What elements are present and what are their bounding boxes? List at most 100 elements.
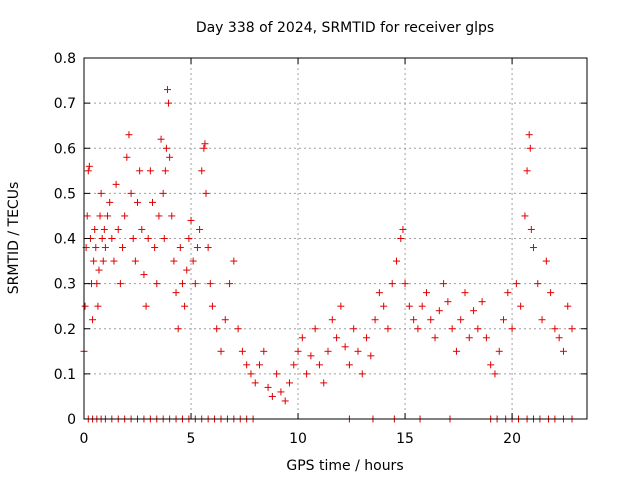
data-point bbox=[294, 347, 302, 355]
data-point bbox=[487, 361, 495, 369]
data-point bbox=[108, 235, 116, 242]
data-point bbox=[452, 347, 460, 355]
data-point bbox=[367, 352, 375, 360]
data-point bbox=[129, 235, 137, 242]
data-point bbox=[94, 302, 102, 310]
data-point bbox=[189, 257, 197, 265]
data-point bbox=[153, 280, 161, 288]
data-point bbox=[200, 144, 208, 152]
data-point bbox=[405, 302, 413, 310]
data-point bbox=[358, 370, 366, 378]
data-point bbox=[84, 167, 92, 175]
data-point bbox=[341, 343, 349, 351]
data-point bbox=[99, 257, 107, 265]
data-point bbox=[178, 280, 186, 288]
data-point bbox=[268, 392, 276, 400]
data-point bbox=[148, 198, 156, 206]
data-point bbox=[551, 325, 559, 333]
data-point bbox=[495, 347, 503, 355]
data-point bbox=[90, 257, 98, 265]
x-tick-label: 15 bbox=[396, 431, 414, 447]
data-point bbox=[281, 397, 289, 405]
data-point bbox=[98, 235, 106, 242]
data-point bbox=[350, 325, 358, 333]
data-point bbox=[523, 167, 531, 175]
data-point bbox=[440, 280, 448, 288]
data-point bbox=[457, 316, 465, 324]
x-tick-label: 0 bbox=[80, 431, 89, 447]
data-point bbox=[517, 302, 525, 310]
data-point bbox=[89, 316, 97, 324]
y-tick-label: 0.8 bbox=[54, 51, 76, 67]
ticks-layer: 0 0.1 0.2 0.3 0.4 0.5 0.6 0.7 0.8 0 5 10 15 20 bbox=[54, 51, 587, 447]
data-point bbox=[201, 140, 209, 148]
grid-layer bbox=[84, 58, 587, 419]
data-point bbox=[521, 212, 529, 220]
data-point bbox=[328, 316, 336, 324]
y-tick-label: 0.3 bbox=[54, 277, 76, 293]
data-point bbox=[176, 244, 184, 252]
data-point bbox=[95, 266, 103, 274]
data-point bbox=[193, 244, 201, 252]
data-point bbox=[161, 167, 169, 175]
data-point bbox=[162, 144, 170, 152]
data-point bbox=[290, 361, 298, 369]
data-point bbox=[142, 302, 150, 310]
data-point bbox=[144, 235, 152, 242]
data-point bbox=[97, 189, 105, 197]
points-layer bbox=[80, 86, 576, 423]
data-point bbox=[345, 361, 353, 369]
data-point bbox=[170, 257, 178, 265]
y-tick-label: 0.7 bbox=[54, 96, 76, 112]
data-point bbox=[114, 225, 122, 233]
data-point bbox=[500, 316, 508, 324]
data-point bbox=[444, 298, 452, 306]
data-point bbox=[315, 361, 323, 369]
data-point bbox=[256, 361, 264, 369]
data-point bbox=[221, 316, 229, 324]
data-point bbox=[119, 244, 127, 252]
data-point bbox=[146, 167, 154, 175]
data-point bbox=[81, 302, 89, 310]
x-tick-label: 5 bbox=[187, 431, 196, 447]
data-point bbox=[138, 225, 146, 233]
data-point bbox=[380, 302, 388, 310]
data-point bbox=[151, 244, 159, 252]
data-point bbox=[399, 225, 407, 233]
data-point bbox=[187, 216, 195, 224]
data-point bbox=[264, 383, 272, 391]
data-point bbox=[168, 212, 176, 220]
data-point bbox=[568, 325, 576, 333]
y-tick-label: 0.4 bbox=[54, 232, 76, 248]
data-point bbox=[140, 271, 148, 279]
data-point bbox=[260, 347, 268, 355]
x-tick-label: 20 bbox=[503, 431, 521, 447]
data-point bbox=[538, 316, 546, 324]
data-point bbox=[285, 379, 293, 387]
data-point bbox=[217, 347, 225, 355]
data-point bbox=[525, 131, 533, 139]
data-point bbox=[277, 388, 285, 396]
y-axis-label: SRMTID / TECUs bbox=[6, 182, 22, 295]
data-point bbox=[208, 302, 216, 310]
data-point bbox=[303, 370, 311, 378]
data-point bbox=[185, 235, 193, 242]
data-point bbox=[121, 212, 129, 220]
data-point bbox=[116, 280, 124, 288]
data-point bbox=[333, 334, 341, 342]
data-point bbox=[555, 334, 563, 342]
data-point bbox=[418, 302, 426, 310]
data-point bbox=[491, 370, 499, 378]
data-point bbox=[165, 99, 173, 107]
data-point bbox=[238, 347, 246, 355]
data-point bbox=[508, 325, 516, 333]
data-point bbox=[397, 235, 405, 242]
data-point bbox=[92, 244, 100, 252]
data-point bbox=[307, 352, 315, 360]
data-point bbox=[134, 198, 142, 206]
data-point bbox=[206, 280, 214, 288]
data-point bbox=[191, 280, 199, 288]
data-point bbox=[384, 325, 392, 333]
data-point bbox=[470, 307, 478, 315]
data-point bbox=[529, 244, 537, 252]
